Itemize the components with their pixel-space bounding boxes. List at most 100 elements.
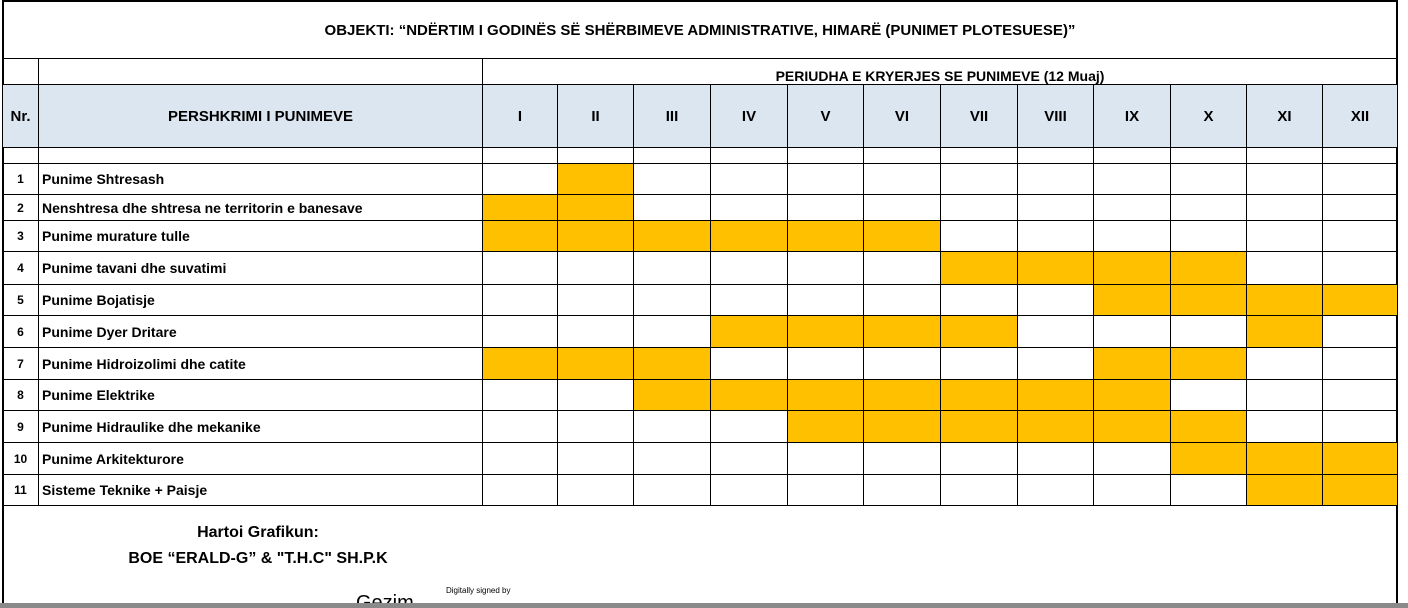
active-cell xyxy=(633,347,711,380)
empty-cell xyxy=(1170,163,1247,195)
empty-cell xyxy=(1322,379,1398,411)
empty-cell xyxy=(940,220,1018,252)
active-cell xyxy=(1170,410,1247,443)
active-cell xyxy=(1246,442,1323,475)
active-cell xyxy=(710,220,788,252)
empty-cell xyxy=(1322,194,1398,221)
row-number: 4 xyxy=(2,251,39,285)
active-cell xyxy=(1322,442,1398,475)
empty-cell xyxy=(1093,442,1171,475)
active-cell xyxy=(557,194,634,221)
empty-cell xyxy=(940,194,1018,221)
active-cell xyxy=(710,315,788,348)
row-label: Sisteme Teknike + Paisje xyxy=(38,474,483,506)
empty-cell xyxy=(557,410,634,443)
company: BOE “ERALD-G” & "T.H.C" SH.P.K xyxy=(128,550,388,567)
description-header: PERSHKRIMI I PUNIMEVE xyxy=(38,84,483,148)
empty-cell xyxy=(940,442,1018,475)
empty-cell xyxy=(787,474,864,506)
active-cell xyxy=(1170,284,1247,316)
active-cell xyxy=(787,220,864,252)
empty-cell xyxy=(1322,163,1398,195)
active-cell xyxy=(1093,379,1171,411)
empty-cell xyxy=(1170,194,1247,221)
month-header: V xyxy=(787,84,864,148)
empty-cell xyxy=(710,442,788,475)
row-label: Punime Elektrike xyxy=(38,379,483,411)
active-cell xyxy=(1246,284,1323,316)
empty-cell xyxy=(633,163,711,195)
empty-cell xyxy=(1017,220,1094,252)
empty-cell xyxy=(482,410,558,443)
empty-cell xyxy=(557,251,634,285)
empty-cell xyxy=(1017,194,1094,221)
empty-cell xyxy=(863,194,941,221)
title: OBJEKTI: “NDËRTIM I GODINËS SË SHËRBIMEV… xyxy=(2,0,1398,59)
empty-cell xyxy=(1246,194,1323,221)
empty-cell xyxy=(557,315,634,348)
month-header: VII xyxy=(940,84,1018,148)
active-cell xyxy=(940,379,1018,411)
empty-cell xyxy=(1093,163,1171,195)
empty-cell xyxy=(1170,379,1247,411)
row-number: 7 xyxy=(2,347,39,380)
active-cell xyxy=(787,315,864,348)
row-number: 5 xyxy=(2,284,39,316)
empty-cell xyxy=(863,442,941,475)
empty-cell xyxy=(557,379,634,411)
empty-cell xyxy=(557,474,634,506)
active-cell xyxy=(1170,251,1247,285)
empty-cell xyxy=(482,163,558,195)
month-header: IV xyxy=(710,84,788,148)
empty-cell xyxy=(1170,220,1247,252)
empty-cell xyxy=(633,315,711,348)
blank-cell xyxy=(863,147,941,164)
month-header: I xyxy=(482,84,558,148)
empty-cell xyxy=(633,474,711,506)
empty-cell xyxy=(557,284,634,316)
blank-cell xyxy=(633,147,711,164)
empty-cell xyxy=(863,474,941,506)
active-cell xyxy=(633,379,711,411)
row-label: Nenshtresa dhe shtresa ne territorin e b… xyxy=(38,194,483,221)
empty-cell xyxy=(482,284,558,316)
active-cell xyxy=(1093,410,1171,443)
empty-cell xyxy=(633,442,711,475)
bottom-bar xyxy=(0,603,1408,608)
row-number: 6 xyxy=(2,315,39,348)
empty-cell xyxy=(1093,194,1171,221)
empty-cell xyxy=(482,315,558,348)
row-number: 8 xyxy=(2,379,39,411)
blank-cell xyxy=(1017,147,1094,164)
empty-cell xyxy=(863,163,941,195)
blank-cell xyxy=(1322,147,1398,164)
active-cell xyxy=(863,220,941,252)
row-label: Punime murature tulle xyxy=(38,220,483,252)
blank-cell xyxy=(1170,147,1247,164)
active-cell xyxy=(863,379,941,411)
empty-cell xyxy=(1017,315,1094,348)
empty-cell xyxy=(1017,284,1094,316)
empty-cell xyxy=(1322,347,1398,380)
empty-cell xyxy=(1170,474,1247,506)
empty-cell xyxy=(940,163,1018,195)
month-header: VIII xyxy=(1017,84,1094,148)
month-header: X xyxy=(1170,84,1247,148)
blank-cell xyxy=(557,147,634,164)
blank-cell xyxy=(38,147,483,164)
row-label: Punime Arkitekturore xyxy=(38,442,483,475)
empty-cell xyxy=(1093,474,1171,506)
active-cell xyxy=(1246,474,1323,506)
active-cell xyxy=(1322,284,1398,316)
empty-cell xyxy=(787,442,864,475)
empty-cell xyxy=(1322,315,1398,348)
empty-cell xyxy=(710,347,788,380)
row-number: 10 xyxy=(2,442,39,475)
blank-cell xyxy=(710,147,788,164)
empty-cell xyxy=(1017,347,1094,380)
row-number: 9 xyxy=(2,410,39,443)
empty-cell xyxy=(1322,410,1398,443)
row-number: 1 xyxy=(2,163,39,195)
empty-cell xyxy=(710,251,788,285)
